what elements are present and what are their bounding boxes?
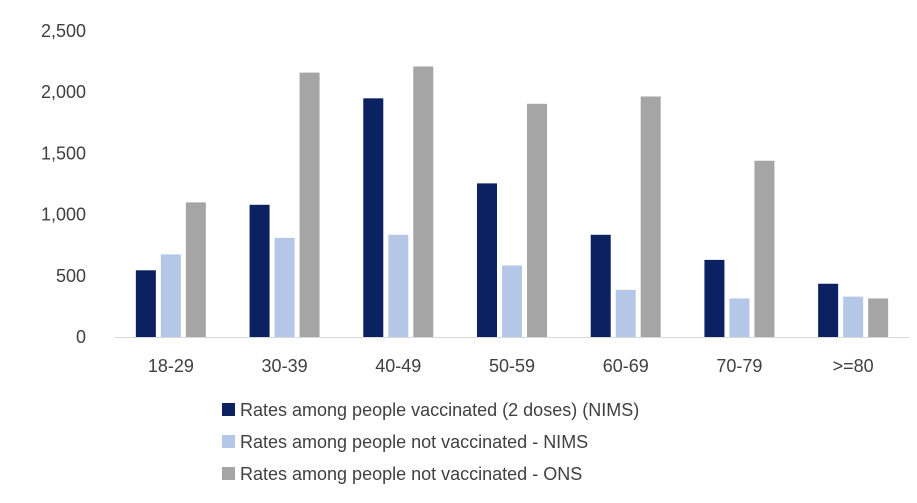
x-axis-ticks: 18-29 30-39 40-49 50-59 60-69 70-79 >=80 [148,356,874,376]
legend-swatch-series-1 [222,403,235,416]
legend-label-series-2: Rates among people not vaccinated - NIMS [240,432,588,452]
bars [135,66,889,337]
bar-series-2-5 [729,298,750,337]
bar-series-2-4 [615,289,636,337]
y-tick-label: 0 [76,327,86,347]
bar-series-2-6 [843,296,864,337]
bar-series-3-6 [868,298,889,337]
x-tick-label: 18-29 [148,356,194,376]
y-tick-label: 1,000 [41,205,86,225]
x-tick-label: 60-69 [603,356,649,376]
bar-series-3-2 [413,66,434,337]
bar-series-1-5 [704,259,725,337]
bar-series-1-2 [363,98,384,337]
bar-series-3-1 [299,72,320,337]
bar-series-1-0 [135,270,156,337]
bar-series-2-3 [502,265,522,337]
x-tick-label: 50-59 [489,356,535,376]
bar-series-2-2 [388,234,409,337]
x-tick-label: 40-49 [375,356,421,376]
bar-series-3-5 [754,160,775,337]
x-tick-label: 30-39 [262,356,308,376]
legend-label-series-1: Rates among people vaccinated (2 doses) … [240,400,639,420]
bar-series-2-0 [160,254,181,337]
bar-series-1-4 [590,234,611,337]
y-tick-label: 2,500 [41,21,86,41]
y-tick-label: 1,500 [41,143,86,163]
legend-label-series-3: Rates among people not vaccinated - ONS [240,464,582,484]
legend: Rates among people vaccinated (2 doses) … [222,400,639,484]
bar-series-1-6 [818,283,839,337]
y-tick-label: 500 [56,266,86,286]
bar-series-2-1 [274,237,295,337]
bar-series-1-3 [477,183,497,337]
bar-series-1-1 [249,204,270,337]
x-tick-label: 70-79 [716,356,762,376]
y-tick-label: 2,000 [41,82,86,102]
bar-series-3-4 [640,96,661,337]
legend-swatch-series-2 [222,435,235,448]
y-axis-ticks: 0 500 1,000 1,500 2,000 2,500 [41,21,86,347]
x-tick-label: >=80 [833,356,874,376]
bar-series-3-3 [527,103,547,337]
bar-series-3-0 [185,202,206,337]
legend-swatch-series-3 [222,467,235,480]
